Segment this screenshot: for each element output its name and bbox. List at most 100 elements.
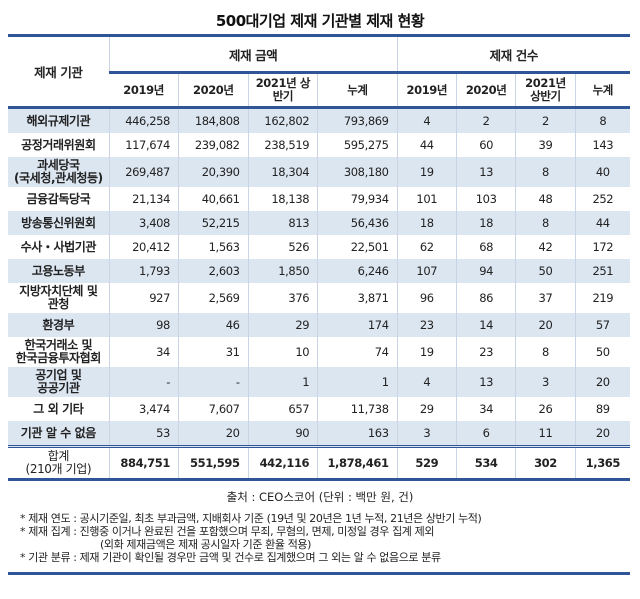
amount-cell: 11,738 bbox=[317, 397, 398, 421]
amount-cell: 1 bbox=[247, 367, 318, 397]
table-row: 그 외 기타 3,474 7,607 657 11,738 29 34 26 89 bbox=[8, 397, 630, 421]
page-title: 500대기업 제재 기관별 제재 현황 bbox=[215, 12, 425, 30]
amount-cell: 56,436 bbox=[317, 211, 398, 235]
row-label: 방송통신위원회 bbox=[8, 211, 110, 235]
count-cell: 3 bbox=[515, 367, 576, 397]
source-note: 출처 : CEO스코어 (단위 : 백만 원, 건) bbox=[226, 490, 414, 504]
table-container: 제재 기관 제재 금액 제재 건수 2019년 2020년 2021년 상반기 누계 2… bbox=[0, 34, 640, 481]
count-cell: 4 bbox=[396, 107, 457, 133]
count-cell: 62 bbox=[396, 235, 457, 259]
row-label: 공기업 및 공공기관 bbox=[8, 367, 110, 397]
amount-cell: 551,595 bbox=[177, 445, 249, 481]
footnote: * 제재 집계 : 진행중 이거나 완료된 건을 포함했으며 무죄, 무혐의, … bbox=[20, 525, 435, 538]
divider bbox=[8, 572, 630, 575]
amount-cell: 184,808 bbox=[177, 107, 249, 133]
count-cell: 44 bbox=[574, 211, 630, 235]
amount-cell: 813 bbox=[247, 211, 318, 235]
amount-cell: 29 bbox=[247, 313, 318, 337]
count-cell: 19 bbox=[396, 337, 457, 367]
table-row: 공기업 및 공공기관 - -1 1 4 13 3 20 bbox=[8, 367, 630, 397]
count-cell: 60 bbox=[455, 133, 516, 157]
table-row: 과세당국 (국세청,관세청등) 269,487 20,390 18,304 308,18… bbox=[8, 157, 630, 187]
count-cell: 13 bbox=[455, 367, 516, 397]
amount-cell: 446,258 bbox=[108, 107, 179, 133]
count-cell: 534 bbox=[455, 445, 516, 481]
amount-cell: 3,871 bbox=[317, 283, 398, 313]
amount-cell: 117,674 bbox=[108, 133, 179, 157]
amount-cell: 22,501 bbox=[317, 235, 398, 259]
amount-cell: 90 bbox=[247, 421, 318, 447]
count-cell: 94 bbox=[455, 259, 516, 283]
count-cell: 39 bbox=[515, 133, 576, 157]
amount-cell: 74 bbox=[317, 337, 398, 367]
amount-cell: 40,661 bbox=[177, 187, 249, 211]
column-header: 2020년 bbox=[455, 71, 516, 108]
table-row: 고용노동부 1,793 2,603 1,850 6,246 107 94 50 251 bbox=[8, 259, 630, 283]
count-cell: 19 bbox=[396, 157, 457, 187]
count-cell: 89 bbox=[574, 397, 630, 421]
row-label: 수사・사법기관 bbox=[20, 239, 97, 254]
table-row: 공정거래위원회 117,674 239,082 238,519 595,275 44 60 3… bbox=[8, 133, 630, 157]
count-cell: 26 bbox=[515, 397, 576, 421]
amount-cell: 46 bbox=[177, 313, 249, 337]
count-cell: 14 bbox=[455, 313, 516, 337]
row-label: 지방자치단체 및 관청 bbox=[19, 284, 98, 311]
count-cell: 44 bbox=[396, 133, 457, 157]
row-label: 해외규제기관 bbox=[8, 107, 110, 133]
column-header: 2019년 bbox=[109, 71, 179, 108]
amount-cell: 20 bbox=[177, 421, 249, 447]
count-cell: 18 bbox=[455, 211, 516, 235]
count-cell: 103 bbox=[455, 187, 516, 211]
amount-cell: 657 bbox=[247, 397, 318, 421]
count-cell: 143 bbox=[574, 133, 630, 157]
count-cell: 6 bbox=[455, 421, 516, 447]
column-header: 누계 bbox=[317, 71, 398, 108]
count-cell: 251 bbox=[574, 259, 630, 283]
count-cell: 2 bbox=[515, 107, 576, 133]
row-label: 환경부 bbox=[8, 313, 110, 337]
amount-cell: 2,603 bbox=[177, 259, 249, 283]
count-cell: 8 bbox=[515, 337, 576, 367]
amount-cell: 442,116 bbox=[247, 445, 318, 481]
count-cell: 20 bbox=[574, 421, 630, 447]
table-row: 지방자치단체 및 관청 927 2,569 376 3,871 96 86 37 219 bbox=[8, 283, 630, 313]
table-row: 수사・사법기관 20,412 1,563 526 22,501 62 68 42 172 bbox=[8, 235, 630, 259]
amount-cell: 79,934 bbox=[317, 187, 398, 211]
count-cell: 3 bbox=[396, 421, 457, 447]
amount-cell: 20,412 bbox=[108, 235, 179, 259]
amount-cell: 1,878,461 bbox=[317, 445, 398, 481]
amount-cell: 53 bbox=[108, 421, 179, 447]
amount-cell: 376 bbox=[247, 283, 318, 313]
row-label: 기관 알 수 없음 bbox=[8, 421, 110, 447]
amount-cell: 34 bbox=[108, 337, 179, 367]
amount-cell: 1,563 bbox=[177, 235, 249, 259]
amount-cell: 52,215 bbox=[177, 211, 249, 235]
table-row: 방송통신위원회 3,408 52,215 813 56,436 18 18 8 44 bbox=[8, 211, 630, 235]
amount-cell: 20,390 bbox=[177, 157, 249, 187]
amount-cell: 595,275 bbox=[317, 133, 398, 157]
row-label: 금융감독당국 bbox=[26, 191, 91, 206]
amount-cell: 1 bbox=[317, 367, 398, 397]
table-row: 합계 (210개 기업) 884,751 551,595 442,116 1,878,4… bbox=[8, 445, 630, 481]
amount-cell: 793,869 bbox=[317, 107, 398, 133]
column-header: 누계 bbox=[574, 71, 630, 108]
count-cell: 23 bbox=[455, 337, 516, 367]
table-row: 해외규제기관 446,258 184,808 162,802 793,869 4 2 2 8 bbox=[8, 107, 630, 133]
footnote: * 기관 분류 : 제재 기관이 확인될 경우만 금액 및 건수로 집계했으며 … bbox=[20, 551, 441, 564]
amount-cell: 21,134 bbox=[108, 187, 179, 211]
footnote: (외화 제재금액은 제재 공시일자 기준 환율 적용) bbox=[100, 538, 312, 551]
count-cell: 2 bbox=[455, 107, 516, 133]
column-header: 2019년 bbox=[396, 71, 457, 108]
amount-cell: 927 bbox=[108, 283, 179, 313]
count-cell: 18 bbox=[396, 211, 457, 235]
count-cell: 101 bbox=[396, 187, 457, 211]
table-row: 기관 알 수 없음 53 20 90 163 3 6 11 20 bbox=[8, 421, 630, 447]
amount-cell: 3,474 bbox=[108, 397, 179, 421]
amount-cell: 526 bbox=[247, 235, 318, 259]
amount-cell: 18,304 bbox=[247, 157, 318, 187]
amount-cell: 1,793 bbox=[108, 259, 179, 283]
count-cell: 37 bbox=[515, 283, 576, 313]
row-label: 합계 (210개 기업) bbox=[8, 445, 110, 481]
count-cell: 86 bbox=[455, 283, 516, 313]
